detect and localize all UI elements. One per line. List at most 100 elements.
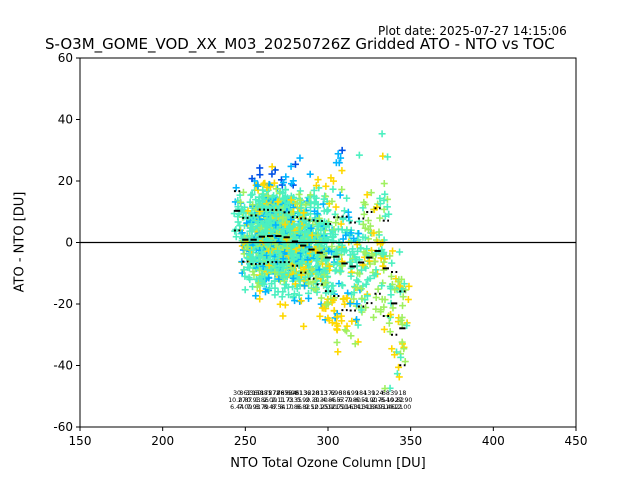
- bin-mean-label: -27.90: [392, 397, 412, 404]
- scatter-point: [268, 267, 276, 275]
- scatter-point: [397, 353, 405, 361]
- scatter-point: [325, 247, 333, 255]
- scatter-point: [265, 238, 273, 246]
- scatter-point: [268, 163, 276, 171]
- scatter-point: [296, 275, 304, 283]
- scatter-point: [271, 268, 279, 276]
- y-axis: -60 -40 -20 0 20 40 60: [53, 51, 80, 434]
- scatter-point: [320, 195, 328, 203]
- scatter-point: [280, 264, 288, 272]
- scatter-point: [312, 285, 320, 293]
- scatter-point: [275, 262, 283, 270]
- scatter-point: [314, 270, 322, 278]
- scatter-point: [257, 224, 265, 232]
- scatter-point: [295, 291, 303, 299]
- scatter-point: [311, 198, 319, 206]
- scatter-point: [243, 243, 251, 251]
- bin-std-label: 12.00: [394, 404, 412, 411]
- scatter-point: [275, 275, 283, 283]
- scatter-point: [396, 248, 404, 256]
- scatter-point: [247, 220, 255, 228]
- scatter-point: [285, 291, 293, 299]
- bin-count-label: 18: [398, 390, 406, 397]
- scatter-point: [338, 185, 346, 193]
- scatter-point: [255, 253, 263, 261]
- y-tick-label: -40: [53, 359, 73, 373]
- scatter-point: [256, 164, 264, 172]
- y-axis-label: ATO - NTO [DU]: [12, 191, 28, 293]
- scatter-point: [306, 170, 314, 178]
- scatter-point: [297, 204, 305, 212]
- scatter-point: [287, 196, 295, 204]
- scatter-point: [256, 267, 264, 275]
- x-tick-label: 150: [69, 434, 92, 448]
- scatter-point: [329, 177, 337, 185]
- scatter-point: [324, 206, 332, 214]
- scatter-point: [246, 224, 254, 232]
- scatter-point: [287, 210, 295, 218]
- scatter-point: [399, 302, 407, 310]
- scatter-point: [271, 240, 279, 248]
- y-tick-label: -60: [53, 420, 73, 434]
- scatter-point: [338, 167, 346, 175]
- scatter-point: [241, 286, 249, 294]
- scatter-point: [249, 246, 257, 254]
- scatter-point: [273, 213, 281, 221]
- scatter-point: [287, 216, 295, 224]
- scatter-point: [232, 233, 240, 241]
- x-axis: 150 200 250 300 350 400 450: [69, 427, 587, 448]
- scatter-point: [245, 264, 253, 272]
- scatter-point: [257, 257, 265, 265]
- scatter-point: [313, 231, 321, 239]
- scatter-point: [314, 176, 322, 184]
- scatter-point: [291, 160, 299, 168]
- scatter-point: [329, 185, 337, 193]
- scatter-point: [258, 248, 266, 256]
- scatter-point: [276, 300, 284, 308]
- scatter-point: [236, 198, 244, 206]
- scatter-point: [313, 210, 321, 218]
- scatter-point: [279, 274, 287, 282]
- scatter-point: [279, 255, 287, 263]
- scatter-point: [248, 190, 256, 198]
- scatter-point: [281, 221, 289, 229]
- scatter-point: [328, 243, 336, 251]
- scatter-point: [262, 222, 270, 230]
- x-axis-label: NTO Total Ozone Column [DU]: [230, 456, 426, 471]
- scatter-point: [334, 150, 342, 158]
- scatter-point: [347, 332, 355, 340]
- scatter-point: [246, 251, 254, 259]
- scatter-point: [401, 358, 409, 366]
- scatter-point: [281, 193, 289, 201]
- scatter-point: [321, 267, 329, 275]
- chart-title: S-O3M_GOME_VOD_XX_M03_20250726Z Gridded …: [45, 35, 555, 53]
- scatter-point: [307, 224, 315, 232]
- scatter-point: [372, 294, 380, 302]
- scatter-point: [268, 193, 276, 201]
- scatter-point: [323, 207, 331, 215]
- scatter-point: [312, 263, 320, 271]
- scatter-point: [316, 312, 324, 320]
- scatter-point: [378, 130, 386, 138]
- scatter-point: [280, 277, 288, 285]
- scatter-point: [312, 256, 320, 264]
- scatter-point: [322, 279, 330, 287]
- x-tick-label: 400: [482, 434, 505, 448]
- scatter-point: [343, 194, 351, 202]
- scatter-point: [400, 345, 408, 353]
- scatter-point: [287, 180, 295, 188]
- scatter-point: [258, 193, 266, 201]
- x-tick-label: 300: [317, 434, 340, 448]
- scatter-point: [266, 205, 274, 213]
- scatter-point: [252, 196, 260, 204]
- scatter-point: [263, 251, 271, 259]
- bin-annotations: 3010.276.448620.877.0933600.937.93158811…: [228, 390, 412, 411]
- scatter-point: [274, 198, 282, 206]
- scatter-point: [334, 348, 342, 356]
- scatter-point: [312, 247, 320, 255]
- scatter-point: [312, 182, 320, 190]
- scatter-point: [300, 265, 308, 273]
- scatter-point: [260, 273, 268, 281]
- scatter-point: [297, 259, 305, 267]
